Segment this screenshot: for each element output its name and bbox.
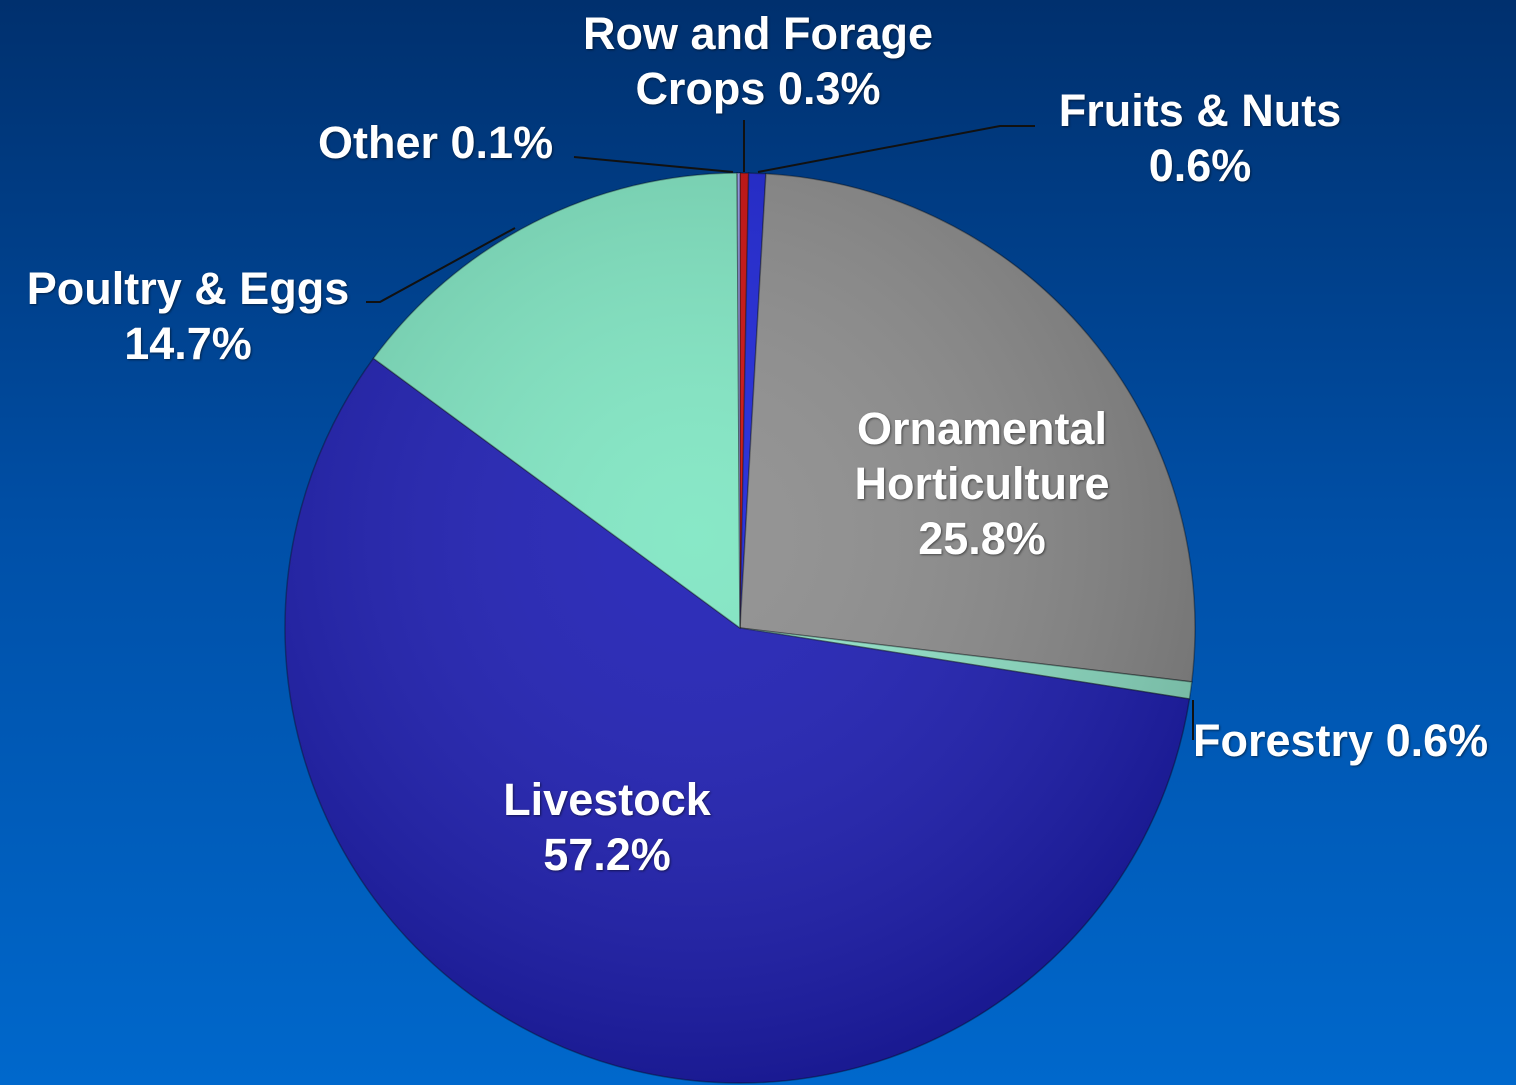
slice-label: Ornamental Horticulture 25.8% bbox=[837, 401, 1127, 566]
slice-label: Other 0.1% bbox=[318, 115, 553, 170]
leader-line bbox=[366, 227, 516, 303]
slice-label: Poultry & Eggs 14.7% bbox=[8, 261, 368, 371]
value-label: 0.1% bbox=[450, 117, 554, 168]
leader-line bbox=[573, 156, 734, 173]
value-label: 0.6% bbox=[1385, 715, 1489, 766]
slice-label: Forestry 0.6% bbox=[1193, 713, 1488, 768]
pie bbox=[284, 172, 1196, 1084]
leader-line bbox=[757, 125, 1035, 173]
value-label: 57.2% bbox=[543, 829, 671, 880]
category-name: Fruits & Nuts bbox=[1058, 85, 1342, 136]
slice-label: Fruits & Nuts 0.6% bbox=[1040, 83, 1360, 193]
category-name: Livestock bbox=[503, 774, 711, 825]
category-name: Other bbox=[318, 117, 439, 168]
value-label: 14.7% bbox=[124, 318, 252, 369]
value-label: 0.3% bbox=[777, 63, 881, 114]
category-name: Poultry & Eggs bbox=[26, 263, 350, 314]
category-name: Forestry bbox=[1193, 715, 1374, 766]
category-name: Row and Forage Crops bbox=[582, 8, 934, 114]
slice-label: Livestock 57.2% bbox=[482, 772, 732, 882]
value-label: 25.8% bbox=[918, 513, 1046, 564]
slice-label: Row and Forage Crops 0.3% bbox=[568, 6, 948, 116]
value-label: 0.6% bbox=[1148, 140, 1252, 191]
leader-lines bbox=[366, 120, 1194, 740]
category-name: Ornamental Horticulture bbox=[854, 403, 1110, 509]
